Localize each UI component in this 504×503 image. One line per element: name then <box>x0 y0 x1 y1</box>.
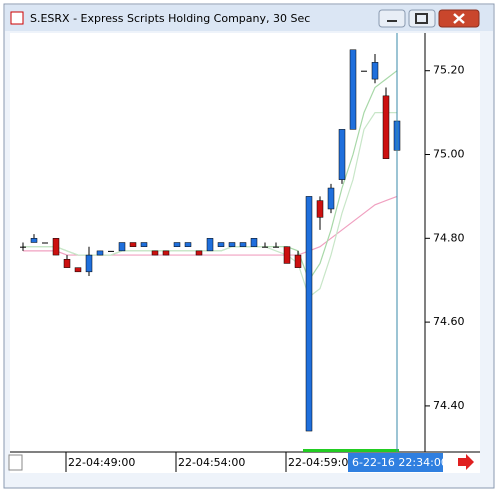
minimize-button[interactable] <box>378 9 406 28</box>
candle-body <box>140 242 148 247</box>
plot: 74.40 74.60 74.80 75.00 75.20 22-04:49:00 22-0… <box>20 33 465 472</box>
candle-body <box>262 246 268 248</box>
x-tick-label: 22-04:59:00 <box>288 456 355 469</box>
candle-body <box>129 242 137 247</box>
candle-body <box>85 254 93 273</box>
chart-area <box>10 33 480 473</box>
candle-body <box>108 250 114 252</box>
candle-body <box>118 242 126 252</box>
candle-body <box>195 250 203 256</box>
candle-body <box>228 242 236 247</box>
maximize-button[interactable] <box>408 9 436 28</box>
candle-body <box>239 242 247 247</box>
window-title: S.ESRX - Express Scripts Holding Company… <box>30 12 310 25</box>
candle-body <box>42 242 48 244</box>
y-tick-label: 74.60 <box>433 315 465 328</box>
candle-body <box>96 250 104 256</box>
candle-body <box>327 187 335 210</box>
candle-body <box>250 238 258 247</box>
candle-body <box>294 254 302 268</box>
candle-body <box>371 62 379 80</box>
candle-body <box>305 196 313 432</box>
y-tick-label: 74.40 <box>433 399 465 412</box>
candle-body <box>273 246 279 248</box>
y-tick-label: 75.00 <box>433 148 465 161</box>
candle-body <box>316 200 324 218</box>
candle-body <box>162 250 170 256</box>
app-icon <box>10 11 24 25</box>
candle-body <box>361 70 367 72</box>
candle-body <box>217 242 225 247</box>
candle-body <box>74 267 82 273</box>
candle-body <box>283 246 291 264</box>
scroll-arrow[interactable] <box>458 454 474 470</box>
candle-body <box>206 238 214 252</box>
candle-body <box>63 259 71 268</box>
y-tick-label: 74.80 <box>433 231 465 244</box>
x-tick-label: 22-04:49:00 <box>68 456 135 469</box>
candle-body <box>173 242 181 247</box>
close-glyph <box>453 13 465 24</box>
candle-body <box>382 95 390 159</box>
candle-body <box>338 129 346 180</box>
x-tick-label: 22-04:54:00 <box>178 456 245 469</box>
candle-body <box>349 49 357 130</box>
candle-body <box>20 246 26 248</box>
candle-body <box>52 238 60 256</box>
scroll-box[interactable] <box>8 454 23 471</box>
candle-body <box>151 250 159 256</box>
candle-body <box>184 242 192 247</box>
y-tick-label: 75.20 <box>433 64 465 77</box>
maximize-glyph <box>415 13 428 24</box>
candle-body <box>30 238 38 243</box>
cursor-label-box <box>348 453 443 472</box>
session-bar <box>303 449 399 452</box>
cursor-label: 6-22-16 22:34:00 <box>352 456 448 469</box>
